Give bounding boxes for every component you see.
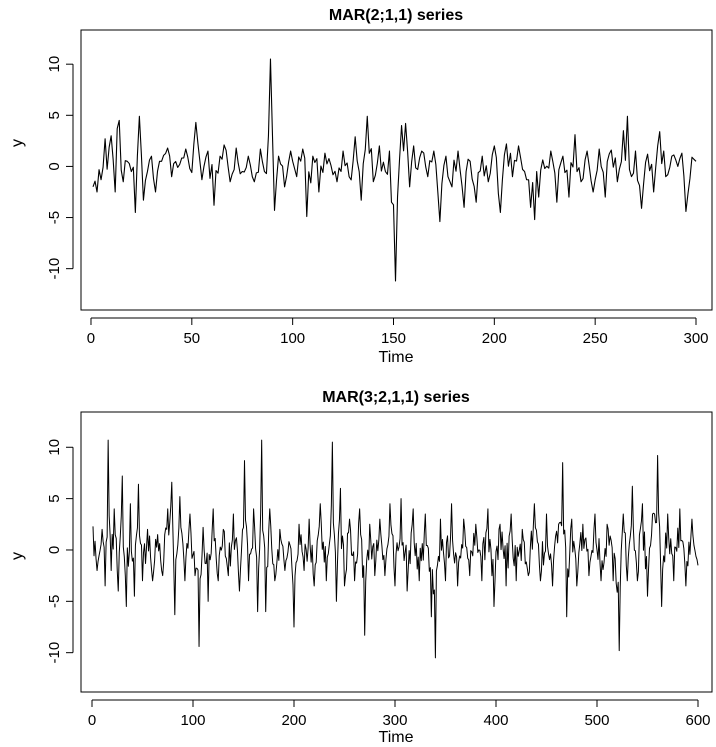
panel-1-y-axis: -10 -5 0 5 10 [46,56,74,280]
x-tick-label: 300 [382,712,407,729]
y-tick-label: -5 [46,211,63,224]
panel-2-x-axis: 0 100 200 300 400 500 600 [88,699,711,729]
panel-2-series-line [92,439,699,659]
panel-1-x-axis: 0 50 100 150 200 250 300 [87,317,709,347]
panel-2-x-axis-label: Time [379,729,414,746]
panel-1-y-axis-label: y [9,139,26,147]
x-tick-label: 0 [88,712,96,729]
y-tick-label: 10 [46,439,63,456]
x-tick-label: 600 [685,712,710,729]
y-tick-label: -10 [46,258,63,280]
x-tick-label: 150 [381,330,406,347]
panel-1-title: MAR(2;1,1) series [329,7,463,24]
panel-2-y-axis: -10 -5 0 5 10 [46,439,74,664]
y-tick-label: 10 [46,56,63,73]
y-tick-label: 5 [46,494,63,502]
x-tick-label: 300 [683,330,708,347]
y-tick-label: -10 [46,642,63,664]
panel-2: MAR(3;2,1,1) series 0 100 200 300 400 500 600 … [9,389,713,746]
y-tick-label: -5 [46,595,63,608]
y-tick-label: 0 [46,162,63,170]
x-tick-label: 200 [281,712,306,729]
panel-1-series-line [92,58,697,282]
x-tick-label: 100 [180,712,205,729]
panel-2-y-axis-label: y [9,552,26,560]
panel-1-x-axis-label: Time [379,349,414,366]
panel-2-title: MAR(3;2,1,1) series [322,389,470,406]
x-tick-label: 100 [280,330,305,347]
x-tick-label: 400 [483,712,508,729]
x-tick-label: 0 [87,330,95,347]
x-tick-label: 250 [583,330,608,347]
y-tick-label: 0 [46,546,63,554]
panel-1: MAR(2;1,1) series 0 50 100 150 200 250 300 -10… [9,7,713,366]
x-tick-label: 200 [482,330,507,347]
panel-2-plot-frame [80,411,713,693]
x-tick-label: 500 [584,712,609,729]
y-tick-label: 5 [46,111,63,119]
x-tick-label: 50 [183,330,200,347]
panel-1-plot-frame [80,29,713,311]
